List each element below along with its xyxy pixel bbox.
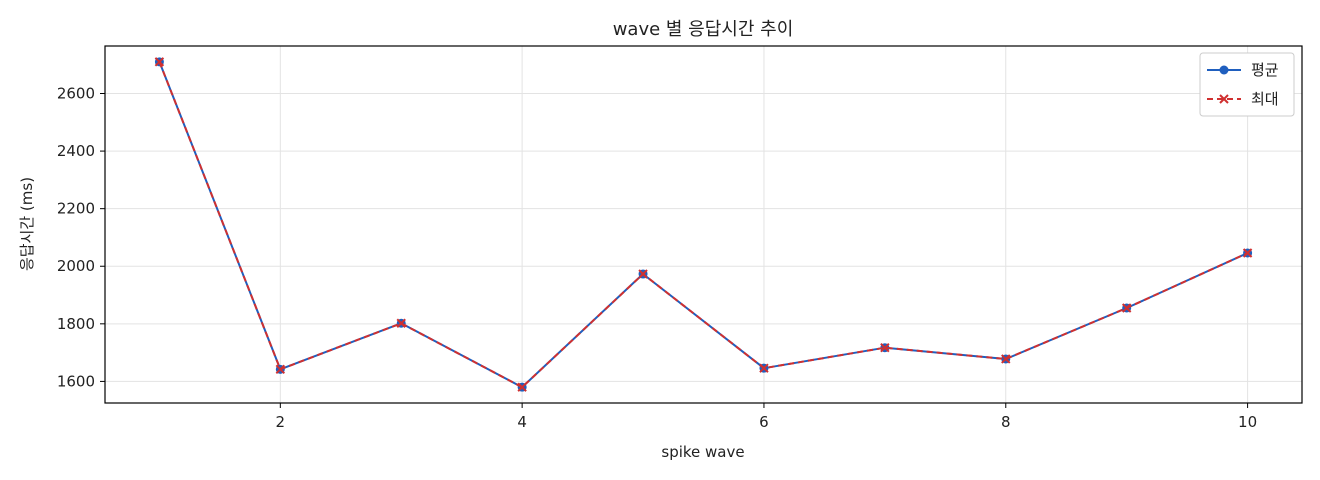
- data-point-max: [154, 57, 165, 67]
- data-point-max: [759, 363, 769, 373]
- x-tick-label: 8: [1001, 413, 1011, 431]
- marker-stroke: [396, 318, 406, 328]
- data-point-max: [1001, 354, 1011, 364]
- x-tick-label: 2: [276, 413, 286, 431]
- series-layer: [154, 57, 1253, 392]
- y-tick-label: 1800: [57, 315, 95, 333]
- x-tick-label: 10: [1238, 413, 1257, 431]
- marker-stroke: [275, 364, 286, 375]
- legend: 평균 최대: [1199, 52, 1295, 117]
- data-point-max: [275, 364, 286, 375]
- data-point-max: [880, 343, 890, 353]
- marker-stroke: [880, 343, 890, 353]
- marker-stroke: [517, 382, 527, 392]
- series-line-1: [158, 61, 1249, 389]
- marker-stroke: [759, 363, 769, 373]
- y-tick-label: 2400: [57, 142, 95, 160]
- data-point-max: [1242, 248, 1253, 258]
- x-tick-label: 4: [517, 413, 527, 431]
- marker-stroke: [1242, 248, 1253, 258]
- y-tick-label: 2600: [57, 85, 95, 103]
- chart-title: wave 별 응답시간 추이: [613, 19, 794, 40]
- y-axis-label: 응답시간 (ms): [18, 177, 36, 271]
- marker-stroke: [154, 57, 165, 67]
- legend-box: [1199, 52, 1295, 117]
- x-axis-label: spike wave: [661, 443, 744, 461]
- data-point-max: [517, 382, 527, 392]
- marker-stroke: [638, 269, 648, 279]
- y-axis: 1600 1800 2000 2200 2400 2600: [57, 85, 105, 390]
- y-tick-label: 2000: [57, 257, 95, 275]
- marker-stroke: [1121, 303, 1132, 313]
- data-point-max: [1121, 303, 1132, 313]
- legend-marker-avg: [1219, 65, 1229, 75]
- data-point-max: [638, 269, 648, 279]
- legend-marker-max: [1219, 94, 1229, 104]
- data-point-max: [396, 318, 406, 328]
- y-tick-label: 1600: [57, 372, 95, 390]
- y-tick-label: 2200: [57, 200, 95, 218]
- x-tick-label: 6: [759, 413, 769, 431]
- marker-stroke: [1001, 354, 1011, 364]
- legend-label-avg: 평균: [1251, 61, 1279, 79]
- grid-lines: [105, 46, 1302, 403]
- plot-frame: [104, 45, 1303, 404]
- x-axis: 2 4 6 8 10: [276, 403, 1257, 431]
- legend-label-max: 최대: [1251, 90, 1279, 108]
